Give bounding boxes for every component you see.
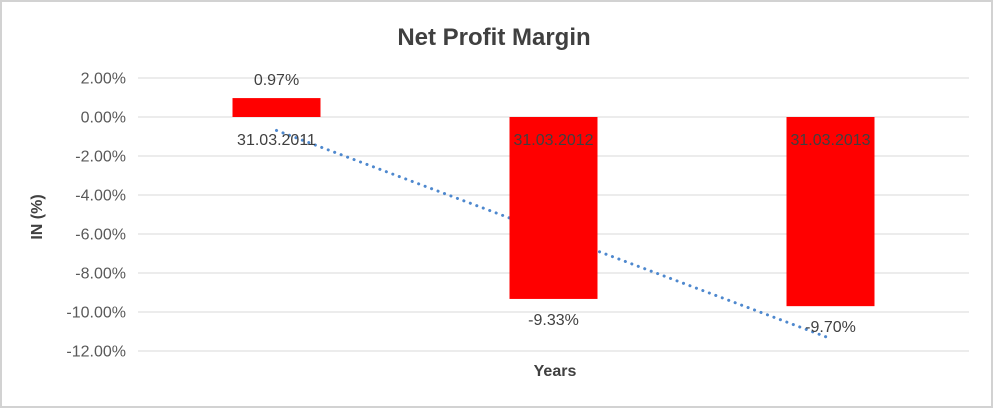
y-tick-label: 2.00% [81,71,126,88]
category-label: 31.03.2011 [237,132,316,149]
y-tick-label: 0.00% [81,110,126,127]
y-tick-label: -12.00% [66,344,126,361]
category-label: 31.03.2013 [790,132,870,149]
data-label: -9.70% [805,319,856,336]
y-axis-title: IN (%) [29,194,46,239]
bar-31.03.2013 [786,117,875,307]
y-tick-label: -2.00% [75,149,126,166]
bar-31.03.2012 [509,117,598,299]
x-axis-title: Years [534,363,577,380]
category-label: 31.03.2012 [513,132,593,149]
chart-title: Net Profit Margin [397,24,590,51]
y-tick-label: -6.00% [75,227,126,244]
y-tick-label: -4.00% [75,188,126,205]
y-tick-label: -10.00% [66,305,126,322]
labels-group: 31.03.2011 0.97% 31.03.2012 -9.33% 31.03.201… [237,72,871,336]
bars-group [232,98,875,307]
bar-31.03.2011 [232,98,321,117]
data-label: -9.33% [528,312,579,329]
data-label: 0.97% [254,72,299,89]
y-tick-label: -8.00% [75,266,126,283]
